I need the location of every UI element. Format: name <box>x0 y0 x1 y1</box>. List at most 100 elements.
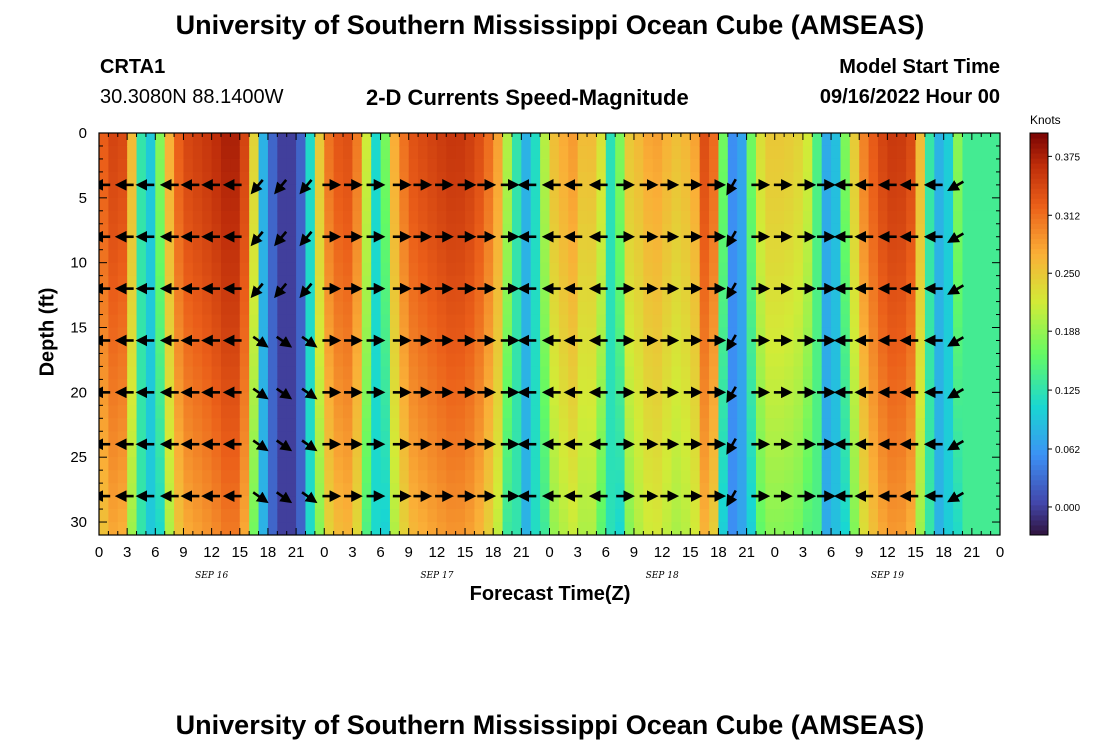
heatmap-cell <box>155 223 166 238</box>
heatmap-cell <box>436 236 447 251</box>
heatmap-cell <box>267 418 278 432</box>
heatmap-cell <box>155 496 166 510</box>
heatmap-cell <box>915 158 926 173</box>
heatmap-cell <box>258 145 269 160</box>
colorbar-segment <box>1030 188 1048 194</box>
heatmap-cell <box>643 197 654 212</box>
footer-title: University of Southern Mississippi Ocean… <box>175 710 925 740</box>
heatmap-cell <box>737 327 748 342</box>
heatmap-cell <box>183 158 194 173</box>
heatmap-cell <box>624 431 635 445</box>
heatmap-cell <box>577 301 588 316</box>
heatmap-cell <box>145 262 156 277</box>
heatmap-cell <box>117 288 128 303</box>
heatmap-cell <box>521 223 532 238</box>
heatmap-cell <box>784 223 795 238</box>
heatmap-cell <box>652 418 663 432</box>
heatmap-cell <box>324 262 335 277</box>
heatmap-cell <box>361 379 372 393</box>
heatmap-cell <box>971 210 982 225</box>
heatmap-cell <box>521 444 532 458</box>
heatmap-cell <box>136 301 147 316</box>
heatmap-cell <box>202 314 213 329</box>
heatmap-cell <box>155 133 166 147</box>
heatmap-cell <box>652 470 663 484</box>
heatmap-cell <box>267 457 278 471</box>
heatmap-cell <box>755 158 766 173</box>
heatmap-cell <box>202 210 213 225</box>
colorbar-segment <box>1030 394 1048 400</box>
heatmap-cell <box>483 327 494 342</box>
heatmap-cell <box>587 171 598 186</box>
heatmap-cell <box>389 236 400 251</box>
heatmap-cell <box>286 392 297 406</box>
heatmap-cell <box>211 262 222 277</box>
heatmap-cell <box>221 431 231 445</box>
heatmap-cell <box>709 145 720 160</box>
heatmap-cell <box>859 171 870 186</box>
heatmap-cell <box>249 158 260 173</box>
x-tick-label: 6 <box>376 544 384 561</box>
heatmap-cell <box>709 314 720 329</box>
heatmap-cell <box>418 275 429 290</box>
heatmap-cell <box>333 197 344 212</box>
heatmap-cell <box>924 288 935 303</box>
colorbar-segment <box>1030 359 1048 365</box>
heatmap-cell <box>202 340 213 355</box>
heatmap-cell <box>924 379 935 393</box>
heatmap-cell <box>314 431 325 445</box>
heatmap-cell <box>99 470 109 484</box>
heatmap-cell <box>314 418 325 432</box>
heatmap-cell <box>436 171 447 186</box>
heatmap-cell <box>183 418 194 432</box>
heatmap-cell <box>877 418 888 432</box>
heatmap-cell <box>277 327 288 342</box>
heatmap-cell <box>436 444 447 458</box>
heatmap-cell <box>662 145 673 160</box>
heatmap-cell <box>793 340 804 355</box>
heatmap-cell <box>699 353 710 368</box>
heatmap-cell <box>577 145 588 160</box>
heatmap-cell <box>587 133 598 147</box>
heatmap-cell <box>746 275 757 290</box>
heatmap-cell <box>587 509 598 523</box>
heatmap-cell <box>493 379 504 393</box>
heatmap-cell <box>239 379 250 393</box>
heatmap-cell <box>821 483 832 497</box>
heatmap-cell <box>587 379 598 393</box>
heatmap-cell <box>277 301 288 316</box>
heatmap-cell <box>474 444 485 458</box>
heatmap-cell <box>577 418 588 432</box>
heatmap-cell <box>389 431 400 445</box>
heatmap-cell <box>737 145 748 160</box>
heatmap-cell <box>849 288 860 303</box>
heatmap-cell <box>840 314 851 329</box>
heatmap-cell <box>361 392 372 406</box>
heatmap-cell <box>652 236 663 251</box>
heatmap-cell <box>802 236 813 251</box>
heatmap-cell <box>108 470 119 484</box>
heatmap-cell <box>652 327 663 342</box>
heatmap-cell <box>230 158 241 173</box>
heatmap-cell <box>117 366 128 380</box>
heatmap-cell <box>136 158 147 173</box>
heatmap-cell <box>127 353 138 368</box>
heatmap-cell <box>446 301 457 316</box>
heatmap-cell <box>267 262 278 277</box>
heatmap-cell <box>737 133 748 147</box>
heatmap-cell <box>483 353 494 368</box>
heatmap-cell <box>709 275 720 290</box>
heatmap-cell <box>258 405 269 419</box>
heatmap-cell <box>718 249 729 264</box>
heatmap-cell <box>962 418 973 432</box>
heatmap-cell <box>493 145 504 160</box>
heatmap-cell <box>793 275 804 290</box>
heatmap-cell <box>906 496 917 510</box>
heatmap-cell <box>446 444 457 458</box>
heatmap-cell <box>239 405 250 419</box>
heatmap-cell <box>389 171 400 186</box>
heatmap-cell <box>549 133 560 147</box>
heatmap-cell <box>971 288 982 303</box>
heatmap-cell <box>915 262 926 277</box>
heatmap-cell <box>953 379 964 393</box>
